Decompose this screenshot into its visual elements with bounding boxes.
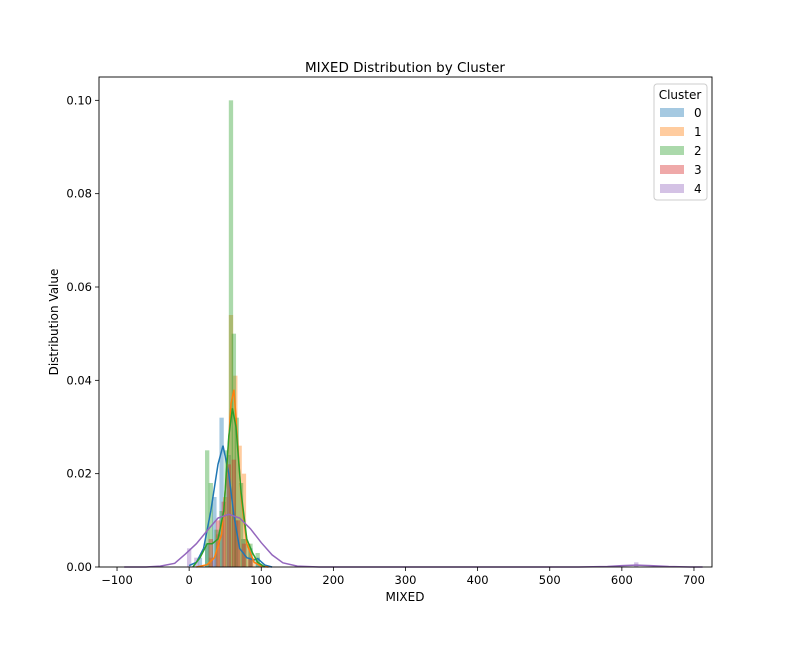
histogram-bar-cluster-2 xyxy=(243,539,248,567)
legend-swatch-cluster-0 xyxy=(660,108,684,117)
legend-label-cluster-3: 3 xyxy=(694,163,702,177)
y-tick-label: 0.04 xyxy=(66,373,92,387)
legend-label-cluster-2: 2 xyxy=(694,144,702,158)
y-axis-label: Distribution Value xyxy=(47,269,61,376)
x-tick-label: 0 xyxy=(185,573,192,587)
histogram-bar-cluster-2 xyxy=(231,333,237,567)
y-tick-label: 0.06 xyxy=(66,280,92,294)
histogram-bar-cluster-3 xyxy=(226,464,231,567)
histogram-bar-cluster-3 xyxy=(208,539,213,567)
chart-title: MIXED Distribution by Cluster xyxy=(305,60,505,76)
legend: Cluster 0 1 2 3 4 xyxy=(653,83,708,201)
histogram-bar-cluster-1 xyxy=(246,543,251,567)
x-tick-label: 300 xyxy=(395,573,417,587)
x-tick-label: 400 xyxy=(467,573,489,587)
histogram-bar-cluster-1 xyxy=(250,557,255,567)
y-tick-label: 0.10 xyxy=(66,93,92,107)
histogram-bar-cluster-0 xyxy=(248,548,253,567)
kde-line-cluster-4 xyxy=(124,513,703,568)
kde-line-cluster-1 xyxy=(196,389,269,568)
histogram-bar-cluster-0 xyxy=(233,520,239,567)
x-tick-label: −100 xyxy=(101,573,133,587)
legend-label-cluster-4: 4 xyxy=(694,182,702,196)
histogram-bar-cluster-1 xyxy=(208,557,213,567)
legend-label-cluster-1: 1 xyxy=(694,125,702,139)
legend-box xyxy=(653,83,708,201)
histogram-bar-cluster-4 xyxy=(212,557,217,567)
histogram-bar-cluster-4 xyxy=(186,548,192,567)
histogram-bar-cluster-2 xyxy=(255,553,260,567)
histogram-bar-cluster-1 xyxy=(223,497,228,567)
histogram-bar-cluster-2 xyxy=(234,417,239,567)
histogram-bar-cluster-3 xyxy=(248,557,253,567)
histogram-bar-cluster-0 xyxy=(212,497,217,567)
y-tick-label: 0.08 xyxy=(66,187,92,201)
y-tick-label: 0.02 xyxy=(66,467,92,481)
plot-frame xyxy=(98,76,713,568)
x-tick-label: 100 xyxy=(250,573,272,587)
histogram-bar-cluster-1 xyxy=(215,534,221,567)
legend-swatch-cluster-2 xyxy=(660,146,684,155)
x-axis-label: MIXED xyxy=(386,590,425,604)
histogram-bar-cluster-0 xyxy=(226,455,231,567)
histogram-bar-cluster-1 xyxy=(237,445,242,567)
histogram-bar-cluster-0 xyxy=(205,543,210,567)
x-tick-label: 500 xyxy=(539,573,561,587)
histogram-bar-cluster-2 xyxy=(238,483,244,567)
histogram-bar-cluster-1 xyxy=(233,375,238,567)
histogram-bar-cluster-3 xyxy=(241,543,247,567)
legend-title: Cluster xyxy=(659,88,702,102)
histogram-bar-cluster-0 xyxy=(197,557,203,567)
histogram-bar-cluster-2 xyxy=(205,450,210,567)
y-tick-label: 0.00 xyxy=(66,560,92,574)
legend-swatch-cluster-3 xyxy=(660,165,684,174)
x-tick-label: 200 xyxy=(322,573,344,587)
plot-area xyxy=(124,100,703,568)
histogram-bar-cluster-2 xyxy=(224,450,229,567)
histogram-bar-cluster-0 xyxy=(219,417,224,567)
legend-swatch-cluster-4 xyxy=(660,184,684,193)
histogram-bar-cluster-1 xyxy=(228,315,234,567)
histogram-bar-cluster-2 xyxy=(248,543,253,567)
histogram-bar-cluster-2 xyxy=(228,100,234,567)
x-tick-label: 600 xyxy=(611,573,633,587)
histogram-bar-cluster-2 xyxy=(219,511,224,567)
kde-line-cluster-2 xyxy=(192,408,266,568)
x-axis-ticks: −100 0 100 200 300 400 500 600 700 xyxy=(101,567,705,587)
y-axis-ticks: 0.00 0.02 0.04 0.06 0.08 0.10 xyxy=(66,93,99,574)
kde-line-cluster-0 xyxy=(188,445,273,568)
x-tick-label: 700 xyxy=(683,573,705,587)
histogram-bar-cluster-2 xyxy=(208,483,213,567)
legend-swatch-cluster-1 xyxy=(660,127,684,136)
legend-label-cluster-0: 0 xyxy=(694,106,702,120)
histogram-bar-cluster-3 xyxy=(221,501,226,567)
